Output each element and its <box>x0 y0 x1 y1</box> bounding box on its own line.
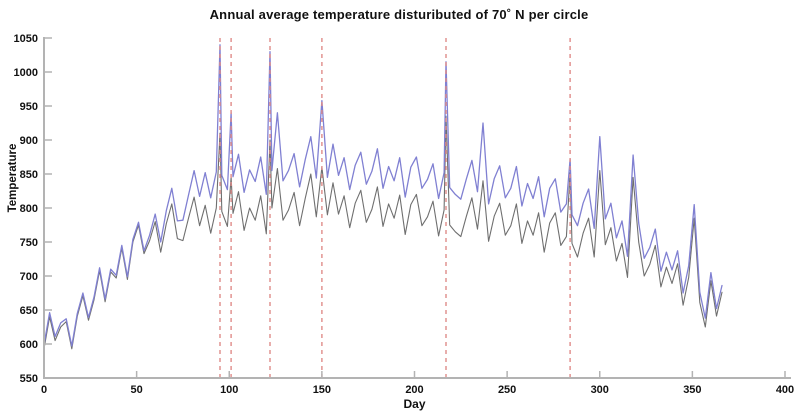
x-tick-label: 0 <box>41 384 47 396</box>
y-tick-label: 700 <box>20 271 38 283</box>
y-tick-label: 850 <box>20 169 38 181</box>
y-tick-label: 550 <box>20 373 38 385</box>
y-tick-label: 800 <box>20 203 38 215</box>
x-axis-label: Day <box>403 397 426 411</box>
y-tick-label: 650 <box>20 305 38 317</box>
y-tick-label: 900 <box>20 135 38 147</box>
x-tick-label: 200 <box>405 384 423 396</box>
chart-title: Annual average temperature distuributed … <box>209 7 589 22</box>
lower-series-line <box>43 115 723 350</box>
y-axis-label: Temperature <box>7 143 19 213</box>
x-tick-label: 350 <box>683 384 701 396</box>
y-tick-label: 750 <box>20 237 38 249</box>
x-tick-label: 50 <box>131 384 143 396</box>
x-tick-label: 150 <box>313 384 331 396</box>
y-tick-label: 1000 <box>14 67 38 79</box>
x-tick-label: 100 <box>220 384 238 396</box>
x-tick-label: 250 <box>498 384 516 396</box>
x-tick-label: 300 <box>591 384 609 396</box>
x-tick-label: 400 <box>776 384 794 396</box>
y-tick-label: 600 <box>20 339 38 351</box>
upper-series-line <box>43 44 723 347</box>
y-tick-label: 950 <box>20 101 38 113</box>
y-tick-label: 1050 <box>14 33 38 45</box>
